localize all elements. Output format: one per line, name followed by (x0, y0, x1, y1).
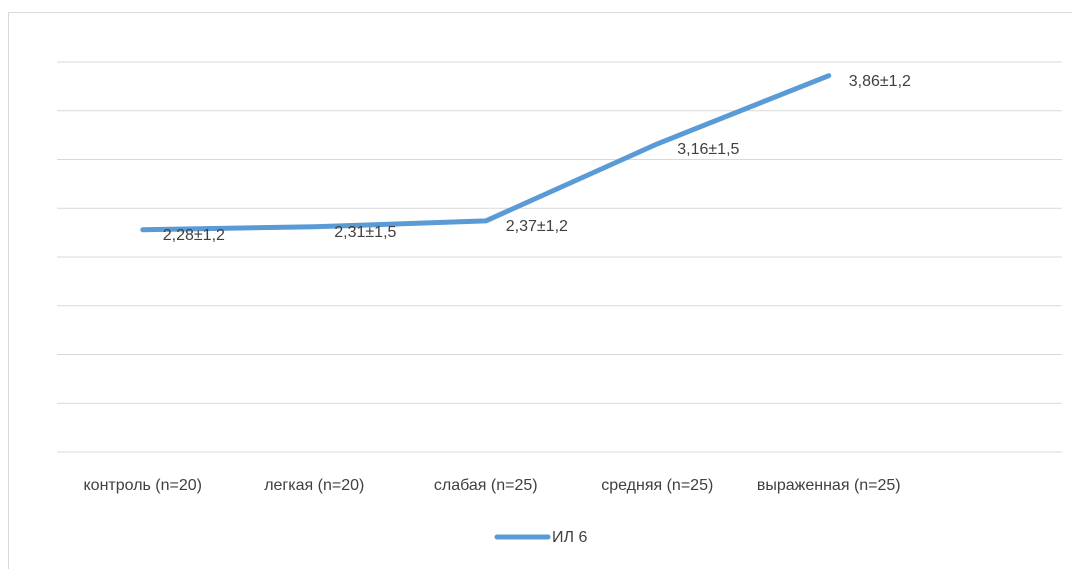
x-tick-label: слабая (n=25) (434, 477, 538, 494)
data-label: 3,86±1,2 (849, 73, 911, 90)
x-tick-label: контроль (n=20) (84, 477, 203, 494)
chart-frame (8, 12, 1072, 569)
x-tick-label: выраженная (n=25) (757, 477, 901, 494)
x-tick-label: средняя (n=25) (601, 477, 713, 494)
data-label: 2,28±1,2 (163, 227, 225, 244)
x-tick-label: легкая (n=20) (264, 477, 364, 494)
legend-label: ИЛ 6 (552, 529, 587, 546)
data-label: 3,16±1,5 (677, 141, 739, 158)
line (140, 73, 832, 233)
data-label: 2,37±1,2 (506, 218, 568, 235)
data-label: 2,31±1,5 (334, 224, 396, 241)
